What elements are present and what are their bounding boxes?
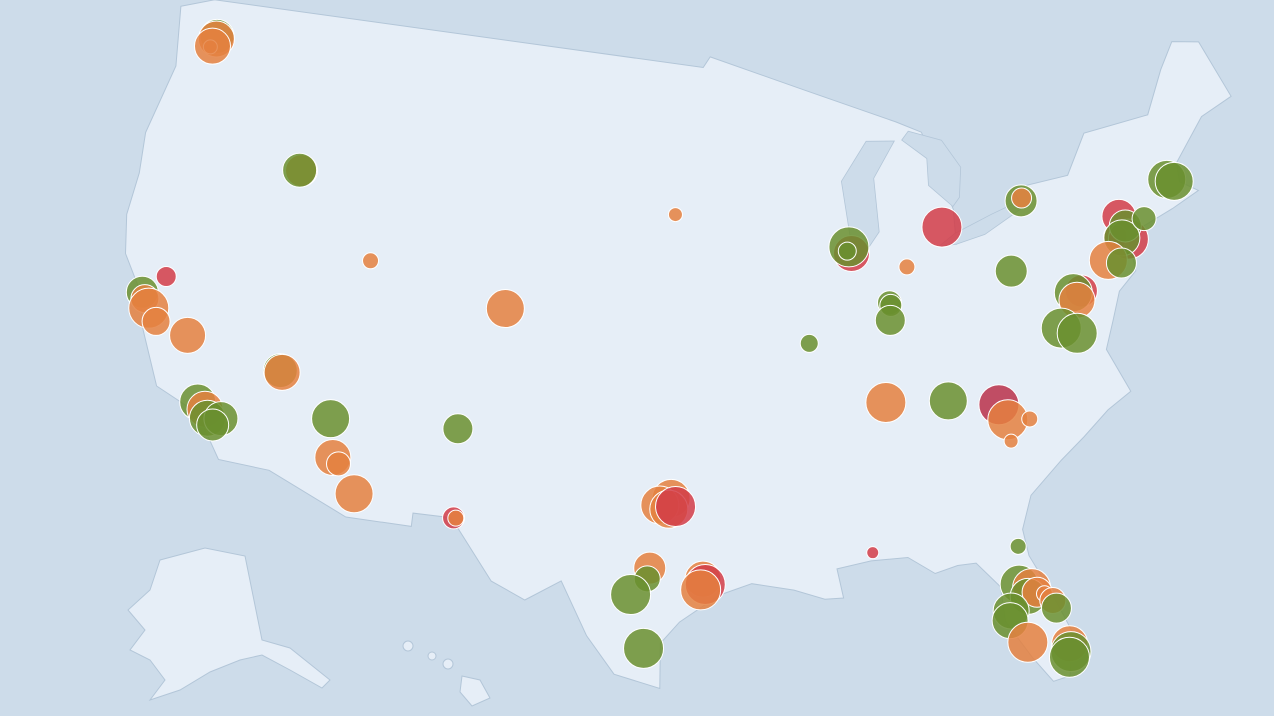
bubble-layer bbox=[125, 18, 1194, 678]
hawaii bbox=[402, 640, 491, 707]
bubble bbox=[667, 207, 683, 223]
island bbox=[459, 675, 491, 707]
bubble bbox=[1007, 621, 1049, 663]
bubble bbox=[1048, 636, 1090, 678]
bubble bbox=[655, 486, 697, 528]
bubble bbox=[1105, 247, 1137, 279]
bubble bbox=[994, 254, 1028, 288]
bubble bbox=[1009, 537, 1027, 555]
bubble bbox=[865, 381, 907, 423]
bubble bbox=[193, 27, 231, 65]
bubble bbox=[1056, 312, 1098, 354]
bubble bbox=[282, 152, 318, 188]
bubble bbox=[1021, 410, 1039, 428]
island bbox=[402, 640, 414, 652]
contiguous-us bbox=[124, 0, 1232, 690]
bubble bbox=[169, 316, 207, 354]
bubble bbox=[898, 258, 916, 276]
bubble bbox=[1131, 206, 1157, 232]
bubble bbox=[680, 569, 722, 611]
bubble bbox=[141, 306, 171, 336]
bubble bbox=[874, 304, 906, 336]
bubble bbox=[334, 474, 374, 514]
bubble bbox=[442, 413, 474, 445]
bubble bbox=[921, 206, 963, 248]
bubble bbox=[196, 408, 230, 442]
bubble bbox=[623, 627, 665, 669]
bubble bbox=[326, 451, 352, 477]
bubble bbox=[155, 265, 177, 287]
bubble bbox=[610, 574, 652, 616]
bubble bbox=[866, 546, 880, 560]
bubble bbox=[799, 333, 819, 353]
bubble bbox=[362, 252, 380, 270]
alaska bbox=[127, 547, 331, 701]
bubble bbox=[485, 289, 525, 329]
island bbox=[427, 651, 437, 661]
bubble bbox=[1003, 433, 1019, 449]
bubble bbox=[1040, 592, 1072, 624]
bubble bbox=[928, 381, 968, 421]
bubble bbox=[1011, 187, 1033, 209]
bubble bbox=[837, 241, 857, 261]
bubble bbox=[1154, 161, 1194, 201]
bubble bbox=[447, 509, 465, 527]
lake-huron bbox=[901, 130, 962, 208]
island bbox=[442, 658, 454, 670]
bubble bbox=[311, 399, 351, 439]
bubble bbox=[263, 353, 301, 391]
